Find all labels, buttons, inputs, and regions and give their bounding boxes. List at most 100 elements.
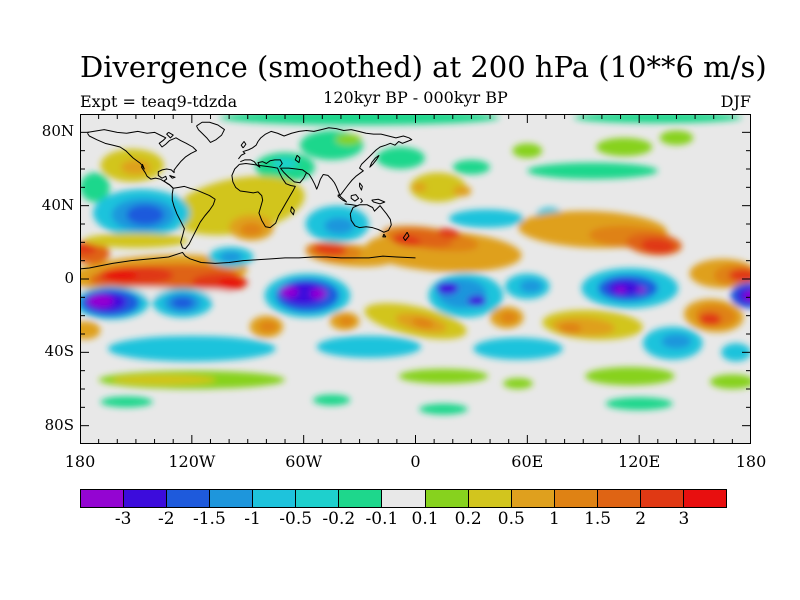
field-blob xyxy=(661,334,692,349)
field-blob xyxy=(467,295,487,307)
colorbar xyxy=(80,489,727,508)
field-blob xyxy=(636,287,646,293)
coastline-tasmania xyxy=(383,234,386,237)
colorbar-label: 1.5 xyxy=(584,509,612,529)
field-blob xyxy=(240,223,263,236)
colorbar-label: -0.5 xyxy=(279,509,313,529)
colorbar-cell xyxy=(683,490,726,507)
coastline-sumatra xyxy=(338,195,346,202)
field-blob xyxy=(559,323,582,334)
coastline-britain xyxy=(241,142,246,148)
field-blob xyxy=(605,397,673,411)
coastline-africa xyxy=(232,164,295,228)
field-blob xyxy=(376,147,425,169)
colorbar-cell xyxy=(81,490,125,507)
field-blob xyxy=(710,374,751,389)
x-tick-label: 120E xyxy=(618,452,661,471)
field-blob xyxy=(339,316,354,326)
x-tick-label: 120W xyxy=(168,452,216,471)
field-blob xyxy=(436,281,459,295)
field-blob xyxy=(219,251,243,263)
colorbar-cell xyxy=(640,490,684,507)
field-blob xyxy=(324,217,354,235)
world-map-panel xyxy=(80,114,751,444)
coastline-new-zealand xyxy=(403,232,409,240)
field-blob xyxy=(452,185,472,197)
field-blob xyxy=(596,137,653,157)
coastline-layer xyxy=(80,122,415,269)
colorbar-cell xyxy=(468,490,512,507)
colorbar-cell xyxy=(511,490,555,507)
coastline-antarctica xyxy=(80,252,415,269)
x-tick-label: 0 xyxy=(410,452,421,471)
field-blob xyxy=(80,321,101,340)
coastline-borneo xyxy=(351,195,358,201)
y-tick-label: 80S xyxy=(44,415,74,434)
colorbar-label: 1 xyxy=(549,509,560,529)
field-blob xyxy=(585,367,675,386)
coastline-japan xyxy=(370,155,379,167)
colorbar-cell xyxy=(253,490,297,507)
field-blob xyxy=(310,288,327,299)
plot-title: Divergence (smoothed) at 200 hPa (10**6 … xyxy=(80,50,767,84)
field-blob xyxy=(391,234,421,247)
field-blob xyxy=(80,172,110,202)
field-blob xyxy=(512,143,543,158)
coastline-mediterranean xyxy=(240,160,282,167)
colorbar-cell xyxy=(382,490,426,507)
field-blob xyxy=(258,321,278,333)
coastline-arabia xyxy=(280,168,306,183)
coastline-java xyxy=(345,204,357,206)
field-blob xyxy=(171,296,194,309)
x-tick-label: 60W xyxy=(285,452,323,471)
field-blob xyxy=(398,368,489,384)
colorbar-label: -0.2 xyxy=(322,509,356,529)
coastline-north-america-east xyxy=(87,130,196,189)
coastline-madagascar xyxy=(291,207,295,215)
coastline-eurasia xyxy=(238,128,411,196)
coastline-sulawesi xyxy=(361,198,363,203)
colorbar-label: -1 xyxy=(244,509,261,529)
field-blob xyxy=(452,159,491,175)
field-blob xyxy=(312,394,351,406)
field-blob xyxy=(316,335,422,358)
colorbar-label: 2 xyxy=(635,509,647,529)
x-tick-label: 180 xyxy=(735,452,767,471)
y-tick-label: 0 xyxy=(64,269,74,287)
field-blob xyxy=(271,158,299,169)
contour-map xyxy=(80,114,751,444)
field-blob xyxy=(500,312,518,323)
colorbar-label: -2 xyxy=(157,509,175,529)
field-blob xyxy=(721,343,751,362)
map-frame xyxy=(80,114,751,444)
field-blob xyxy=(121,159,151,175)
colorbar-label: 3 xyxy=(678,509,690,529)
colorbar-label: 0.5 xyxy=(497,509,525,529)
coastline-new-guinea xyxy=(372,199,385,204)
field-blob xyxy=(104,270,138,280)
field-blob xyxy=(217,278,245,288)
colorbar-cell xyxy=(597,490,641,507)
field-blob xyxy=(419,403,468,415)
x-tick-label: 180 xyxy=(64,452,96,471)
field-blob xyxy=(411,182,427,192)
coastline-cuba xyxy=(169,175,175,178)
colorbar-cell xyxy=(339,490,383,507)
coastline-philippines xyxy=(360,183,363,190)
field-blob xyxy=(111,374,217,386)
field-blob xyxy=(737,287,751,304)
colorbar-label: -0.1 xyxy=(365,509,399,529)
field-blob xyxy=(449,209,524,228)
x-tick-label: 60E xyxy=(511,452,544,471)
field-blob xyxy=(527,162,658,180)
colorbar-label: 0.2 xyxy=(454,509,482,529)
field-blob xyxy=(172,176,305,236)
field-blob xyxy=(335,134,362,146)
colorbar-label: 0.1 xyxy=(411,509,439,529)
colorbar-label: -1.5 xyxy=(193,509,226,529)
period-label: 120kyr BP - 000kyr BP xyxy=(323,88,508,107)
field-blob xyxy=(279,286,299,298)
coastline-baffin-island xyxy=(167,132,174,138)
field-blob xyxy=(659,130,694,146)
